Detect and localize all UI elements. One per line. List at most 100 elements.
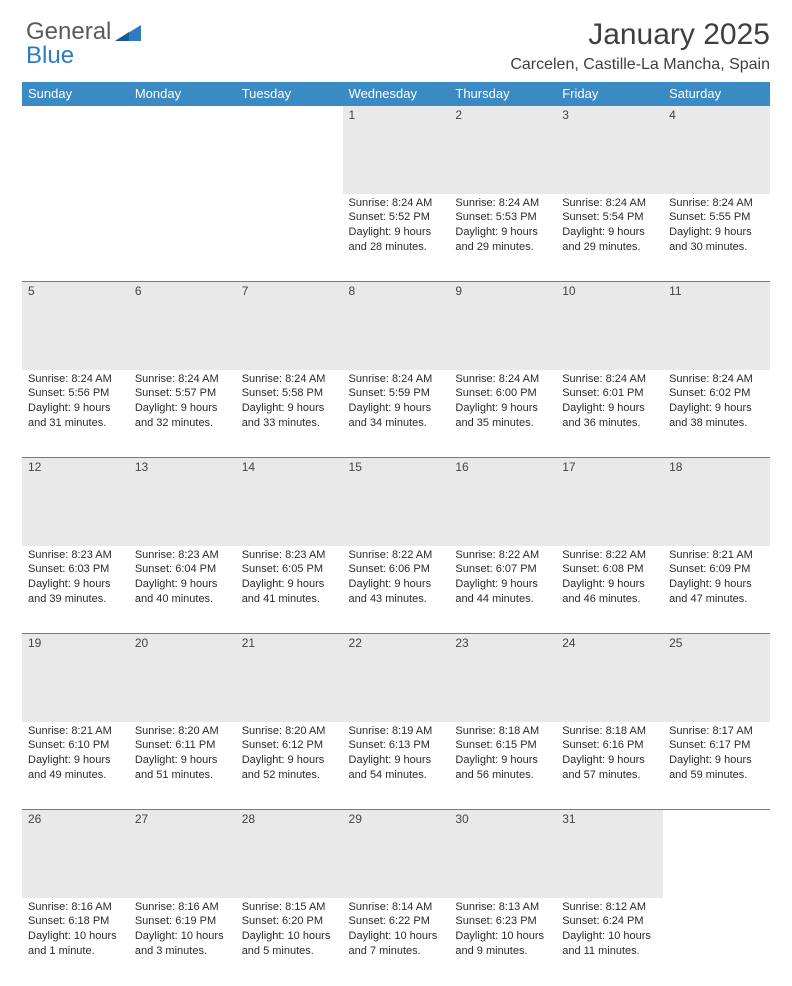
day-details: Sunrise: 8:24 AMSunset: 5:58 PMDaylight:… [236,370,343,437]
day-number-cell: 22 [343,634,450,722]
sunrise-text: Sunrise: 8:21 AM [669,548,764,563]
sunset-text: Sunset: 5:53 PM [455,210,550,225]
day-details: Sunrise: 8:22 AMSunset: 6:08 PMDaylight:… [556,546,663,613]
sunset-text: Sunset: 6:17 PM [669,738,764,753]
weekday-header: Saturday [663,82,770,106]
day-number: 30 [449,810,556,828]
day-number: 21 [236,634,343,652]
daylight-text: Daylight: 9 hours and 29 minutes. [455,225,550,255]
day-number: 16 [449,458,556,476]
sunset-text: Sunset: 6:11 PM [135,738,230,753]
sunrise-text: Sunrise: 8:16 AM [28,900,123,915]
day-content-cell: Sunrise: 8:24 AMSunset: 5:56 PMDaylight:… [22,370,129,458]
day-details: Sunrise: 8:14 AMSunset: 6:22 PMDaylight:… [343,898,450,965]
sunset-text: Sunset: 5:54 PM [562,210,657,225]
day-details: Sunrise: 8:23 AMSunset: 6:05 PMDaylight:… [236,546,343,613]
logo-triangle-icon [115,23,145,43]
sunset-text: Sunset: 5:55 PM [669,210,764,225]
calendar-header: SundayMondayTuesdayWednesdayThursdayFrid… [22,82,770,106]
sunset-text: Sunset: 6:20 PM [242,914,337,929]
sunrise-text: Sunrise: 8:14 AM [349,900,444,915]
daylight-text: Daylight: 9 hours and 36 minutes. [562,401,657,431]
day-content-cell: Sunrise: 8:16 AMSunset: 6:19 PMDaylight:… [129,898,236,986]
daylight-text: Daylight: 9 hours and 43 minutes. [349,577,444,607]
weekday-header: Wednesday [343,82,450,106]
day-details: Sunrise: 8:12 AMSunset: 6:24 PMDaylight:… [556,898,663,965]
logo-word2: Blue [26,42,74,69]
day-number: 9 [449,282,556,300]
day-details: Sunrise: 8:16 AMSunset: 6:18 PMDaylight:… [22,898,129,965]
sunrise-text: Sunrise: 8:24 AM [135,372,230,387]
daylight-text: Daylight: 9 hours and 35 minutes. [455,401,550,431]
day-number: 1 [343,106,450,124]
day-number: 20 [129,634,236,652]
sunset-text: Sunset: 5:57 PM [135,386,230,401]
sunrise-text: Sunrise: 8:22 AM [349,548,444,563]
day-number: 18 [663,458,770,476]
logo-word1: General [26,18,111,45]
daylight-text: Daylight: 9 hours and 29 minutes. [562,225,657,255]
day-number-cell: 16 [449,458,556,546]
day-number: 26 [22,810,129,828]
day-number: 6 [129,282,236,300]
sunset-text: Sunset: 6:12 PM [242,738,337,753]
day-number-cell: 23 [449,634,556,722]
day-number-cell: 7 [236,282,343,370]
day-number: 22 [343,634,450,652]
weekday-header: Friday [556,82,663,106]
sunrise-text: Sunrise: 8:18 AM [455,724,550,739]
daylight-text: Daylight: 9 hours and 32 minutes. [135,401,230,431]
day-number: 4 [663,106,770,124]
daylight-text: Daylight: 9 hours and 41 minutes. [242,577,337,607]
sunset-text: Sunset: 6:04 PM [135,562,230,577]
daylight-text: Daylight: 10 hours and 1 minute. [28,929,123,959]
sunrise-text: Sunrise: 8:24 AM [562,196,657,211]
sunrise-text: Sunrise: 8:23 AM [242,548,337,563]
day-content-cell: Sunrise: 8:20 AMSunset: 6:12 PMDaylight:… [236,722,343,810]
day-content-cell: Sunrise: 8:18 AMSunset: 6:16 PMDaylight:… [556,722,663,810]
day-number-cell: 11 [663,282,770,370]
day-number: 15 [343,458,450,476]
sunrise-text: Sunrise: 8:20 AM [135,724,230,739]
daylight-text: Daylight: 9 hours and 39 minutes. [28,577,123,607]
day-details: Sunrise: 8:22 AMSunset: 6:07 PMDaylight:… [449,546,556,613]
day-content-cell: Sunrise: 8:19 AMSunset: 6:13 PMDaylight:… [343,722,450,810]
day-content-cell: Sunrise: 8:21 AMSunset: 6:09 PMDaylight:… [663,546,770,634]
sunrise-text: Sunrise: 8:21 AM [28,724,123,739]
calendar-week-content: Sunrise: 8:24 AMSunset: 5:52 PMDaylight:… [22,194,770,282]
sunrise-text: Sunrise: 8:20 AM [242,724,337,739]
day-content-cell: Sunrise: 8:24 AMSunset: 6:02 PMDaylight:… [663,370,770,458]
day-number-cell: 5 [22,282,129,370]
daylight-text: Daylight: 9 hours and 47 minutes. [669,577,764,607]
day-content-cell: Sunrise: 8:12 AMSunset: 6:24 PMDaylight:… [556,898,663,986]
sunset-text: Sunset: 6:02 PM [669,386,764,401]
sunset-text: Sunset: 6:09 PM [669,562,764,577]
sunset-text: Sunset: 5:59 PM [349,386,444,401]
calendar-week-daynums: 1234 [22,106,770,194]
sunset-text: Sunset: 6:18 PM [28,914,123,929]
day-details: Sunrise: 8:17 AMSunset: 6:17 PMDaylight:… [663,722,770,789]
calendar-week-daynums: 567891011 [22,282,770,370]
daylight-text: Daylight: 9 hours and 38 minutes. [669,401,764,431]
weekday-header: Thursday [449,82,556,106]
calendar-week-daynums: 12131415161718 [22,458,770,546]
calendar-week-content: Sunrise: 8:16 AMSunset: 6:18 PMDaylight:… [22,898,770,986]
day-number-cell: 30 [449,810,556,898]
day-details: Sunrise: 8:24 AMSunset: 5:55 PMDaylight:… [663,194,770,261]
daylight-text: Daylight: 9 hours and 49 minutes. [28,753,123,783]
day-number: 7 [236,282,343,300]
day-content-cell: Sunrise: 8:22 AMSunset: 6:08 PMDaylight:… [556,546,663,634]
sunset-text: Sunset: 6:03 PM [28,562,123,577]
day-number: 31 [556,810,663,828]
day-content-cell: Sunrise: 8:24 AMSunset: 6:00 PMDaylight:… [449,370,556,458]
day-details: Sunrise: 8:21 AMSunset: 6:09 PMDaylight:… [663,546,770,613]
sunset-text: Sunset: 6:13 PM [349,738,444,753]
day-number: 28 [236,810,343,828]
day-content-cell: Sunrise: 8:14 AMSunset: 6:22 PMDaylight:… [343,898,450,986]
day-content-cell: Sunrise: 8:13 AMSunset: 6:23 PMDaylight:… [449,898,556,986]
sunrise-text: Sunrise: 8:15 AM [242,900,337,915]
day-details: Sunrise: 8:20 AMSunset: 6:12 PMDaylight:… [236,722,343,789]
calendar-week-content: Sunrise: 8:21 AMSunset: 6:10 PMDaylight:… [22,722,770,810]
day-number-cell [663,810,770,898]
day-details: Sunrise: 8:24 AMSunset: 5:54 PMDaylight:… [556,194,663,261]
